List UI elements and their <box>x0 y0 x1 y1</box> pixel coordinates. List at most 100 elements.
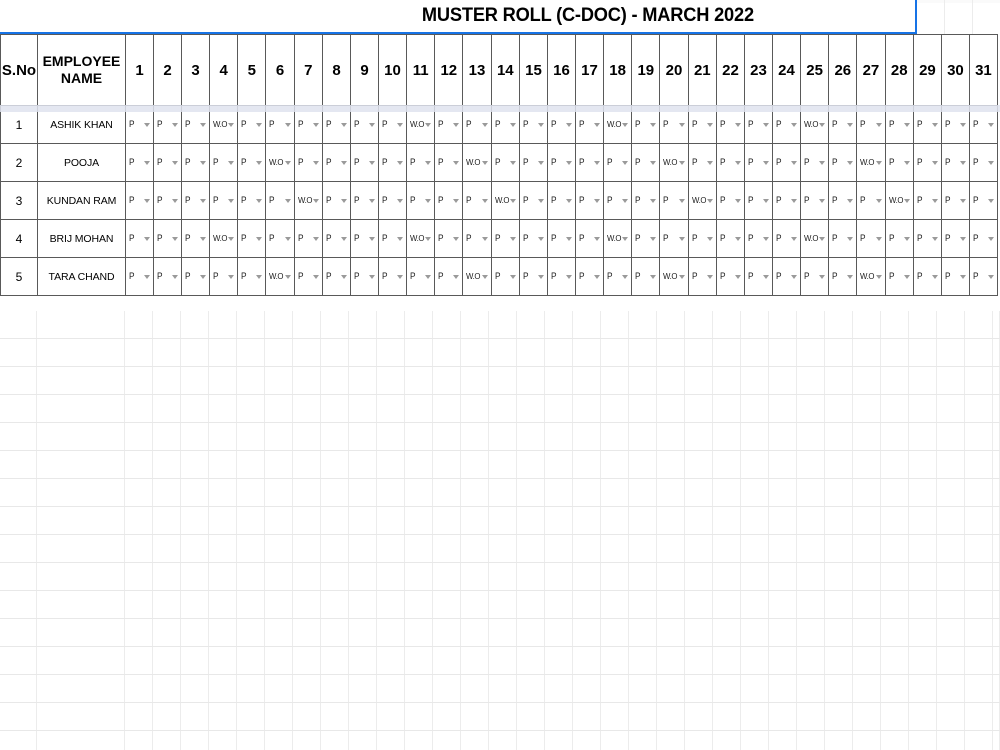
empty-grid-cell[interactable] <box>825 731 853 750</box>
chevron-down-icon[interactable] <box>734 122 741 127</box>
empty-grid-cell[interactable] <box>293 507 321 534</box>
chevron-down-icon[interactable] <box>650 198 657 203</box>
cell-attendance-day-10[interactable]: P <box>377 257 407 296</box>
empty-grid-cell[interactable] <box>993 591 1000 618</box>
empty-grid-cell[interactable] <box>321 451 349 478</box>
chevron-down-icon[interactable] <box>593 198 600 203</box>
empty-grid-cell[interactable] <box>769 423 797 450</box>
empty-grid-cell[interactable] <box>685 731 713 750</box>
chevron-down-icon[interactable] <box>256 160 263 165</box>
empty-grid-cell[interactable] <box>181 311 209 338</box>
empty-grid-cell[interactable] <box>573 451 601 478</box>
empty-grid-cell[interactable] <box>881 395 909 422</box>
empty-grid-cell[interactable] <box>881 675 909 702</box>
empty-grid-cell[interactable] <box>909 675 937 702</box>
empty-grid-cell[interactable] <box>125 703 153 730</box>
empty-grid-cell[interactable] <box>349 703 377 730</box>
empty-grid-cell[interactable] <box>853 591 881 618</box>
empty-grid-cell[interactable] <box>853 339 881 366</box>
empty-grid-cell[interactable] <box>517 675 545 702</box>
empty-grid-cell[interactable] <box>181 479 209 506</box>
empty-grid-cell[interactable] <box>517 647 545 674</box>
empty-grid-cell[interactable] <box>601 339 629 366</box>
empty-grid-cell[interactable] <box>965 479 993 506</box>
empty-grid-cell[interactable] <box>685 563 713 590</box>
chevron-down-icon[interactable] <box>762 122 769 127</box>
chevron-down-icon[interactable] <box>172 160 178 165</box>
cell-attendance-day-25[interactable]: P <box>799 257 830 296</box>
empty-grid-cell[interactable] <box>825 535 853 562</box>
chevron-down-icon[interactable] <box>565 160 572 165</box>
chevron-down-icon[interactable] <box>312 198 319 203</box>
empty-grid-cell[interactable] <box>265 395 293 422</box>
cell-attendance-day-20[interactable]: P <box>659 105 689 144</box>
empty-grid-cell[interactable] <box>741 423 769 450</box>
empty-grid-cell[interactable] <box>433 563 461 590</box>
cell-attendance-day-14[interactable]: P <box>490 143 520 182</box>
empty-grid-cell[interactable] <box>489 339 517 366</box>
empty-grid-cell[interactable] <box>909 731 937 750</box>
chevron-down-icon[interactable] <box>284 160 291 165</box>
cell-attendance-day-7[interactable]: P <box>293 257 323 296</box>
cell-attendance-day-3[interactable]: P <box>181 105 210 144</box>
empty-grid-cell[interactable] <box>209 479 237 506</box>
cell-attendance-day-12[interactable]: P <box>434 181 464 220</box>
empty-grid-cell[interactable] <box>209 703 237 730</box>
empty-grid-cell[interactable] <box>713 423 741 450</box>
empty-grid-cell[interactable] <box>237 619 265 646</box>
empty-grid-cell[interactable] <box>741 731 769 750</box>
empty-grid-cell[interactable] <box>825 423 853 450</box>
chevron-down-icon[interactable] <box>622 160 629 165</box>
empty-grid-cell[interactable] <box>685 619 713 646</box>
chevron-down-icon[interactable] <box>481 160 488 165</box>
empty-grid-cell[interactable] <box>321 535 349 562</box>
cell-attendance-day-18[interactable]: P <box>602 257 633 296</box>
cell-attendance-day-26[interactable]: P <box>828 219 858 258</box>
empty-grid-cell[interactable] <box>741 479 769 506</box>
chevron-down-icon[interactable] <box>340 122 347 127</box>
empty-grid-cell[interactable] <box>181 423 209 450</box>
empty-grid-cell[interactable] <box>489 563 517 590</box>
empty-grid-cell[interactable] <box>573 731 601 750</box>
empty-grid-cell[interactable] <box>545 507 573 534</box>
empty-grid-cell[interactable] <box>209 591 237 618</box>
empty-grid-cell[interactable] <box>741 395 769 422</box>
empty-grid-cell[interactable] <box>741 311 769 338</box>
empty-grid-cell[interactable] <box>0 619 37 646</box>
chevron-down-icon[interactable] <box>144 236 150 241</box>
empty-grid-cell[interactable] <box>825 451 853 478</box>
empty-grid-cell[interactable] <box>825 507 853 534</box>
chevron-down-icon[interactable] <box>987 198 994 203</box>
empty-grid-cell[interactable] <box>0 395 37 422</box>
empty-grid-cell[interactable] <box>349 647 377 674</box>
chevron-down-icon[interactable] <box>172 122 178 127</box>
empty-grid-cell[interactable] <box>629 395 657 422</box>
cell-attendance-day-14[interactable]: P <box>490 105 520 144</box>
cell-attendance-day-13[interactable]: W.O <box>462 143 492 182</box>
empty-grid-cell[interactable] <box>573 563 601 590</box>
empty-grid-cell[interactable] <box>489 367 517 394</box>
cell-attendance-day-10[interactable]: P <box>377 143 407 182</box>
empty-grid-cell[interactable] <box>517 479 545 506</box>
cell-attendance-day-22[interactable]: P <box>715 105 745 144</box>
cell-attendance-day-31[interactable]: P <box>968 105 998 144</box>
empty-grid-cell[interactable] <box>853 647 881 674</box>
empty-grid-cell[interactable] <box>349 423 377 450</box>
empty-grid-cell[interactable] <box>377 507 405 534</box>
chevron-down-icon[interactable] <box>819 236 826 241</box>
empty-grid-cell[interactable] <box>517 591 545 618</box>
cell-attendance-day-12[interactable]: P <box>434 257 464 296</box>
empty-grid-cell[interactable] <box>237 563 265 590</box>
empty-grid-cell[interactable] <box>937 703 965 730</box>
empty-grid-cell[interactable] <box>461 563 489 590</box>
empty-grid-cell[interactable] <box>825 647 853 674</box>
empty-grid-cell[interactable] <box>265 311 293 338</box>
cell-attendance-day-15[interactable]: P <box>518 105 548 144</box>
empty-grid-cell[interactable] <box>965 647 993 674</box>
empty-grid-cell[interactable] <box>237 647 265 674</box>
empty-grid-cell[interactable] <box>237 395 265 422</box>
chevron-down-icon[interactable] <box>931 122 938 127</box>
empty-grid-cell[interactable] <box>881 647 909 674</box>
empty-grid-cell[interactable] <box>937 367 965 394</box>
empty-grid-cell[interactable] <box>909 647 937 674</box>
